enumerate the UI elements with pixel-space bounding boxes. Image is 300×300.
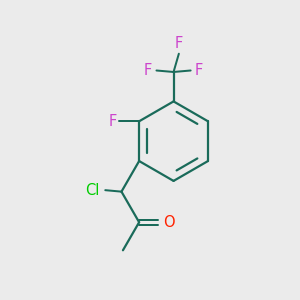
Text: F: F	[195, 63, 203, 78]
Text: F: F	[144, 63, 152, 78]
Text: O: O	[163, 215, 174, 230]
Text: F: F	[175, 36, 183, 51]
Text: Cl: Cl	[85, 183, 99, 198]
Text: F: F	[109, 114, 117, 129]
